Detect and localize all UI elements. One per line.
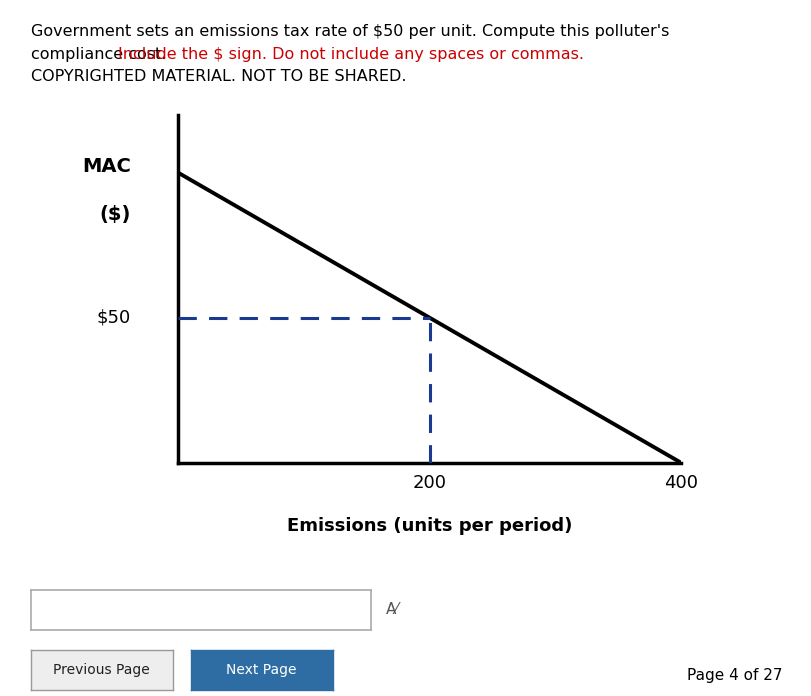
Text: Government sets an emissions tax rate of $50 per unit. Compute this polluter's: Government sets an emissions tax rate of…: [31, 24, 669, 40]
X-axis label: Emissions (units per period): Emissions (units per period): [287, 517, 573, 535]
Text: compliance cost.: compliance cost.: [31, 47, 171, 62]
Text: ($): ($): [99, 205, 131, 224]
Text: Page 4 of 27: Page 4 of 27: [687, 667, 783, 683]
Text: $50: $50: [97, 309, 131, 327]
Text: Include the $ sign. Do not include any spaces or commas.: Include the $ sign. Do not include any s…: [118, 47, 584, 62]
Text: Previous Page: Previous Page: [54, 663, 150, 677]
Text: Next Page: Next Page: [226, 663, 297, 677]
Text: A⁄: A⁄: [386, 602, 399, 617]
Text: COPYRIGHTED MATERIAL. NOT TO BE SHARED.: COPYRIGHTED MATERIAL. NOT TO BE SHARED.: [31, 69, 406, 84]
Text: MAC: MAC: [82, 157, 131, 175]
